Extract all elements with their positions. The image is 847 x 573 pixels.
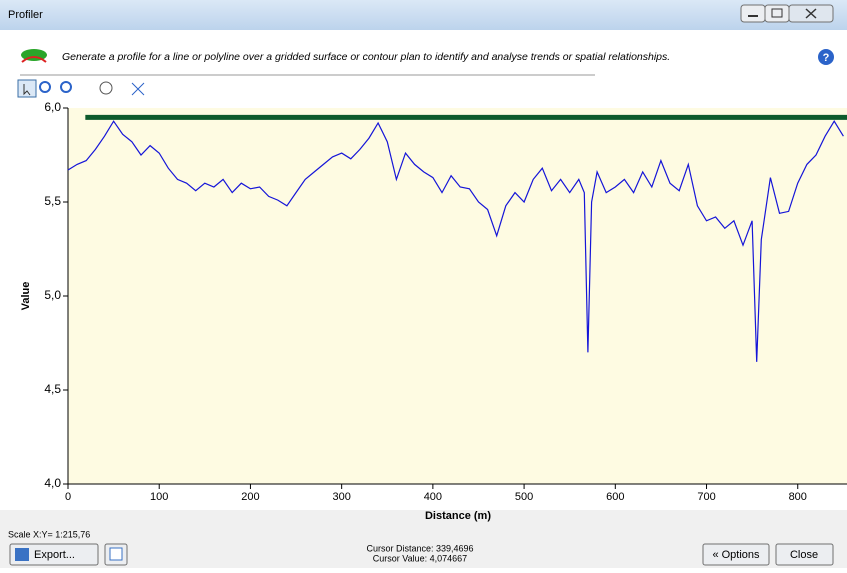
y-tick-label: 4,0 — [44, 476, 61, 490]
select-tool[interactable] — [17, 79, 37, 98]
y-axis-title: Value — [20, 282, 32, 311]
extent-tool[interactable] — [131, 82, 145, 96]
pan-tool[interactable] — [99, 81, 113, 95]
x-tick-label: 800 — [789, 491, 807, 503]
x-tick-label: 300 — [332, 491, 350, 503]
x-tick-label: 100 — [150, 491, 168, 503]
description: Generate a profile for a line or polylin… — [62, 51, 670, 63]
plot-area — [68, 108, 847, 484]
close-label: Close — [790, 549, 818, 561]
x-tick-label: 200 — [241, 491, 259, 503]
zoom-in-tool[interactable] — [39, 81, 51, 93]
maximize-button[interactable] — [764, 4, 790, 23]
x-tick-label: 400 — [424, 491, 442, 503]
export-label: Export... — [34, 549, 75, 561]
x-axis-title: Distance (m) — [425, 510, 491, 522]
y-tick-label: 5,0 — [44, 288, 61, 302]
zoom-out-tool[interactable] — [60, 81, 72, 93]
select-icon — [23, 84, 31, 96]
y-tick-label: 5,5 — [44, 194, 61, 208]
x-tick-label: 0 — [65, 491, 71, 503]
maximize-icon — [771, 8, 783, 18]
y-tick-label: 6,0 — [44, 100, 61, 114]
help-icon: ? — [823, 52, 830, 64]
close-button[interactable] — [775, 543, 834, 566]
options-label: « Options — [712, 549, 760, 561]
x-tick-label: 600 — [606, 491, 624, 503]
minimize-button[interactable] — [740, 4, 766, 23]
y-tick-label: 4,5 — [44, 382, 61, 396]
table-icon — [109, 547, 123, 561]
x-tick-label: 500 — [515, 491, 533, 503]
window-title: Profiler — [8, 9, 43, 21]
help-button[interactable] — [818, 49, 834, 65]
export-icon — [15, 548, 29, 561]
close-icon — [805, 8, 817, 19]
export-button[interactable] — [9, 543, 99, 566]
profile-icon-line — [21, 56, 47, 63]
profile-line — [67, 120, 844, 362]
cursor-value: Cursor Value: 4,074667 — [373, 553, 467, 563]
title-bar — [0, 0, 847, 30]
scale-label: Scale X:Y= 1:215,76 — [8, 529, 90, 539]
x-tick-label: 700 — [697, 491, 715, 503]
cursor-distance: Cursor Distance: 339,4696 — [366, 543, 473, 553]
options-button[interactable] — [702, 543, 770, 566]
